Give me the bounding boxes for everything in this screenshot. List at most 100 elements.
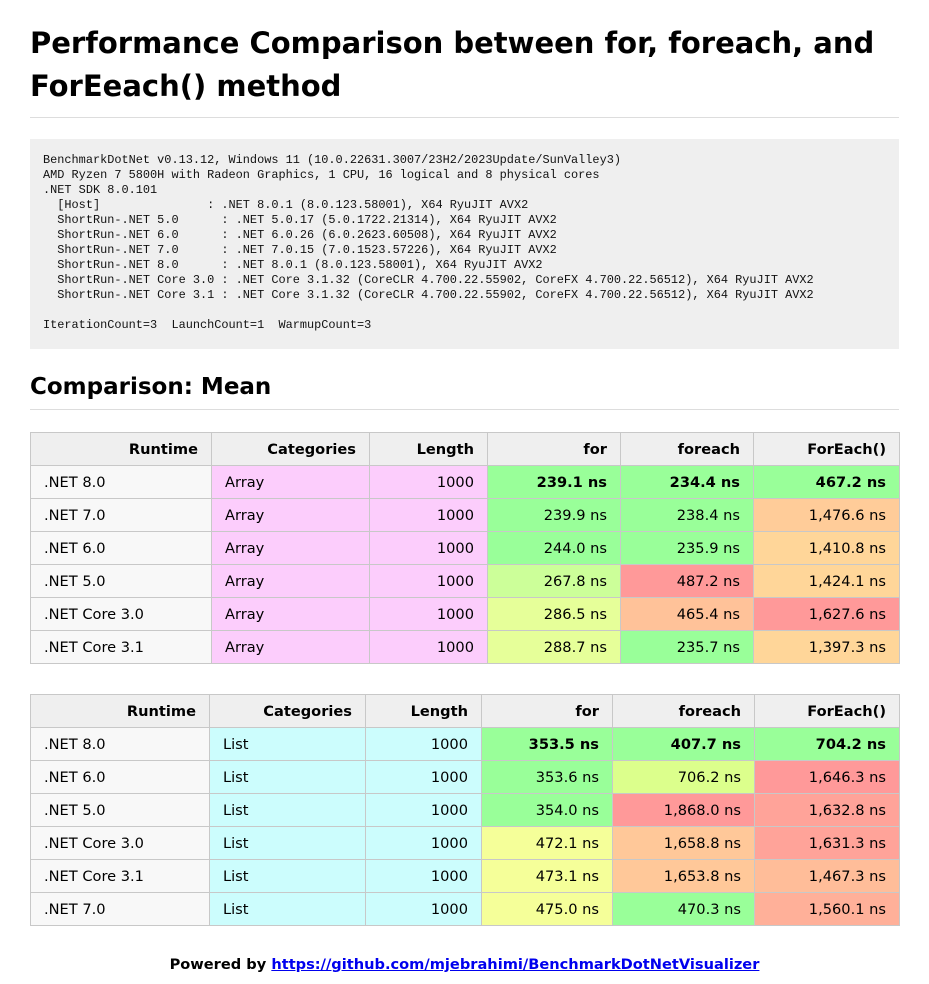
table-header-row: Runtime Categories Length for foreach Fo… [30, 432, 900, 466]
runtime-cell: .NET Core 3.1 [30, 630, 212, 664]
length-cell: 1000 [365, 727, 482, 761]
for-mean-cell: 354.0 ns [481, 793, 613, 827]
runtime-cell: .NET Core 3.0 [30, 597, 212, 631]
foreach-method-mean-cell: 467.2 ns [753, 465, 900, 499]
length-cell: 1000 [365, 760, 482, 794]
foreach-mean-cell: 706.2 ns [612, 760, 755, 794]
column-header-foreach-method: ForEach() [754, 694, 900, 728]
length-cell: 1000 [365, 859, 482, 893]
foreach-mean-cell: 235.7 ns [620, 630, 754, 664]
foreach-mean-cell: 1,868.0 ns [612, 793, 755, 827]
foreach-method-mean-cell: 1,476.6 ns [753, 498, 900, 532]
foreach-method-mean-cell: 1,467.3 ns [754, 859, 900, 893]
for-mean-cell: 239.9 ns [487, 498, 621, 532]
column-header-length: Length [365, 694, 482, 728]
foreach-mean-cell: 238.4 ns [620, 498, 754, 532]
column-header-foreach: foreach [612, 694, 755, 728]
category-cell: Array [211, 531, 370, 565]
for-mean-cell: 244.0 ns [487, 531, 621, 565]
visualizer-repo-link[interactable]: https://github.com/mjebrahimi/BenchmarkD… [271, 956, 760, 973]
length-cell: 1000 [365, 793, 482, 827]
table-row: .NET 8.0 List 1000 353.5 ns 407.7 ns 704.2 ns [30, 727, 900, 761]
table-row: .NET 6.0 List 1000 353.6 ns 706.2 ns 1,646.3 … [30, 760, 900, 794]
foreach-mean-cell: 465.4 ns [620, 597, 754, 631]
category-cell: Array [211, 498, 370, 532]
foreach-method-mean-cell: 1,424.1 ns [753, 564, 900, 598]
category-cell: Array [211, 597, 370, 631]
column-header-categories: Categories [209, 694, 366, 728]
column-header-runtime: Runtime [30, 694, 210, 728]
table-row: .NET 5.0 List 1000 354.0 ns 1,868.0 ns 1,632.… [30, 793, 900, 827]
runtime-cell: .NET Core 3.1 [30, 859, 210, 893]
category-cell: List [209, 793, 366, 827]
table-row: .NET Core 3.0 List 1000 472.1 ns 1,658.8 ns 1… [30, 826, 900, 860]
for-mean-cell: 286.5 ns [487, 597, 621, 631]
table-row: .NET Core 3.1 Array 1000 288.7 ns 235.7 ns 1,… [30, 630, 900, 664]
foreach-mean-cell: 1,658.8 ns [612, 826, 755, 860]
foreach-mean-cell: 487.2 ns [620, 564, 754, 598]
runtime-cell: .NET 6.0 [30, 760, 210, 794]
for-mean-cell: 288.7 ns [487, 630, 621, 664]
page-title: Performance Comparison between for, fore… [30, 26, 875, 103]
table-row: .NET Core 3.0 Array 1000 286.5 ns 465.4 ns 1,… [30, 597, 900, 631]
foreach-mean-cell: 234.4 ns [620, 465, 754, 499]
category-cell: List [209, 760, 366, 794]
runtime-cell: .NET Core 3.0 [30, 826, 210, 860]
for-mean-cell: 267.8 ns [487, 564, 621, 598]
foreach-method-mean-cell: 1,560.1 ns [754, 892, 900, 926]
category-cell: Array [211, 630, 370, 664]
for-mean-cell: 472.1 ns [481, 826, 613, 860]
array-results-table: Runtime Categories Length for foreach Fo… [30, 432, 900, 664]
foreach-method-mean-cell: 1,627.6 ns [753, 597, 900, 631]
table-row: .NET 7.0 List 1000 475.0 ns 470.3 ns 1,560.1 … [30, 892, 900, 926]
length-cell: 1000 [365, 826, 482, 860]
list-results-table: Runtime Categories Length for foreach Fo… [30, 694, 900, 926]
length-cell: 1000 [369, 630, 488, 664]
column-header-length: Length [369, 432, 488, 466]
environment-info: BenchmarkDotNet v0.13.12, Windows 11 (10… [30, 139, 899, 349]
length-cell: 1000 [369, 465, 488, 499]
category-cell: Array [211, 564, 370, 598]
foreach-mean-cell: 1,653.8 ns [612, 859, 755, 893]
runtime-cell: .NET 7.0 [30, 498, 212, 532]
runtime-cell: .NET 6.0 [30, 531, 212, 565]
category-cell: List [209, 892, 366, 926]
column-header-foreach-method: ForEach() [753, 432, 900, 466]
column-header-for: for [481, 694, 613, 728]
for-mean-cell: 353.6 ns [481, 760, 613, 794]
column-header-categories: Categories [211, 432, 370, 466]
length-cell: 1000 [369, 498, 488, 532]
title-divider [30, 117, 899, 118]
foreach-method-mean-cell: 1,410.8 ns [753, 531, 900, 565]
footer-prefix: Powered by [169, 956, 272, 973]
column-header-foreach: foreach [620, 432, 754, 466]
category-cell: Array [211, 465, 370, 499]
table-row: .NET 6.0 Array 1000 244.0 ns 235.9 ns 1,410.8… [30, 531, 900, 565]
comparison-heading: Comparison: Mean [30, 374, 272, 400]
foreach-mean-cell: 407.7 ns [612, 727, 755, 761]
table-row: .NET 7.0 Array 1000 239.9 ns 238.4 ns 1,476.6… [30, 498, 900, 532]
runtime-cell: .NET 8.0 [30, 727, 210, 761]
foreach-method-mean-cell: 704.2 ns [754, 727, 900, 761]
table-header-row: Runtime Categories Length for foreach Fo… [30, 694, 900, 728]
category-cell: List [209, 727, 366, 761]
length-cell: 1000 [369, 564, 488, 598]
foreach-method-mean-cell: 1,632.8 ns [754, 793, 900, 827]
category-cell: List [209, 826, 366, 860]
column-header-for: for [487, 432, 621, 466]
category-cell: List [209, 859, 366, 893]
footer: Powered by https://github.com/mjebrahimi… [0, 955, 929, 975]
length-cell: 1000 [369, 597, 488, 631]
runtime-cell: .NET 7.0 [30, 892, 210, 926]
length-cell: 1000 [369, 531, 488, 565]
for-mean-cell: 475.0 ns [481, 892, 613, 926]
heading-divider [30, 409, 899, 410]
foreach-mean-cell: 235.9 ns [620, 531, 754, 565]
foreach-method-mean-cell: 1,631.3 ns [754, 826, 900, 860]
runtime-cell: .NET 8.0 [30, 465, 212, 499]
column-header-runtime: Runtime [30, 432, 212, 466]
for-mean-cell: 239.1 ns [487, 465, 621, 499]
runtime-cell: .NET 5.0 [30, 793, 210, 827]
for-mean-cell: 473.1 ns [481, 859, 613, 893]
